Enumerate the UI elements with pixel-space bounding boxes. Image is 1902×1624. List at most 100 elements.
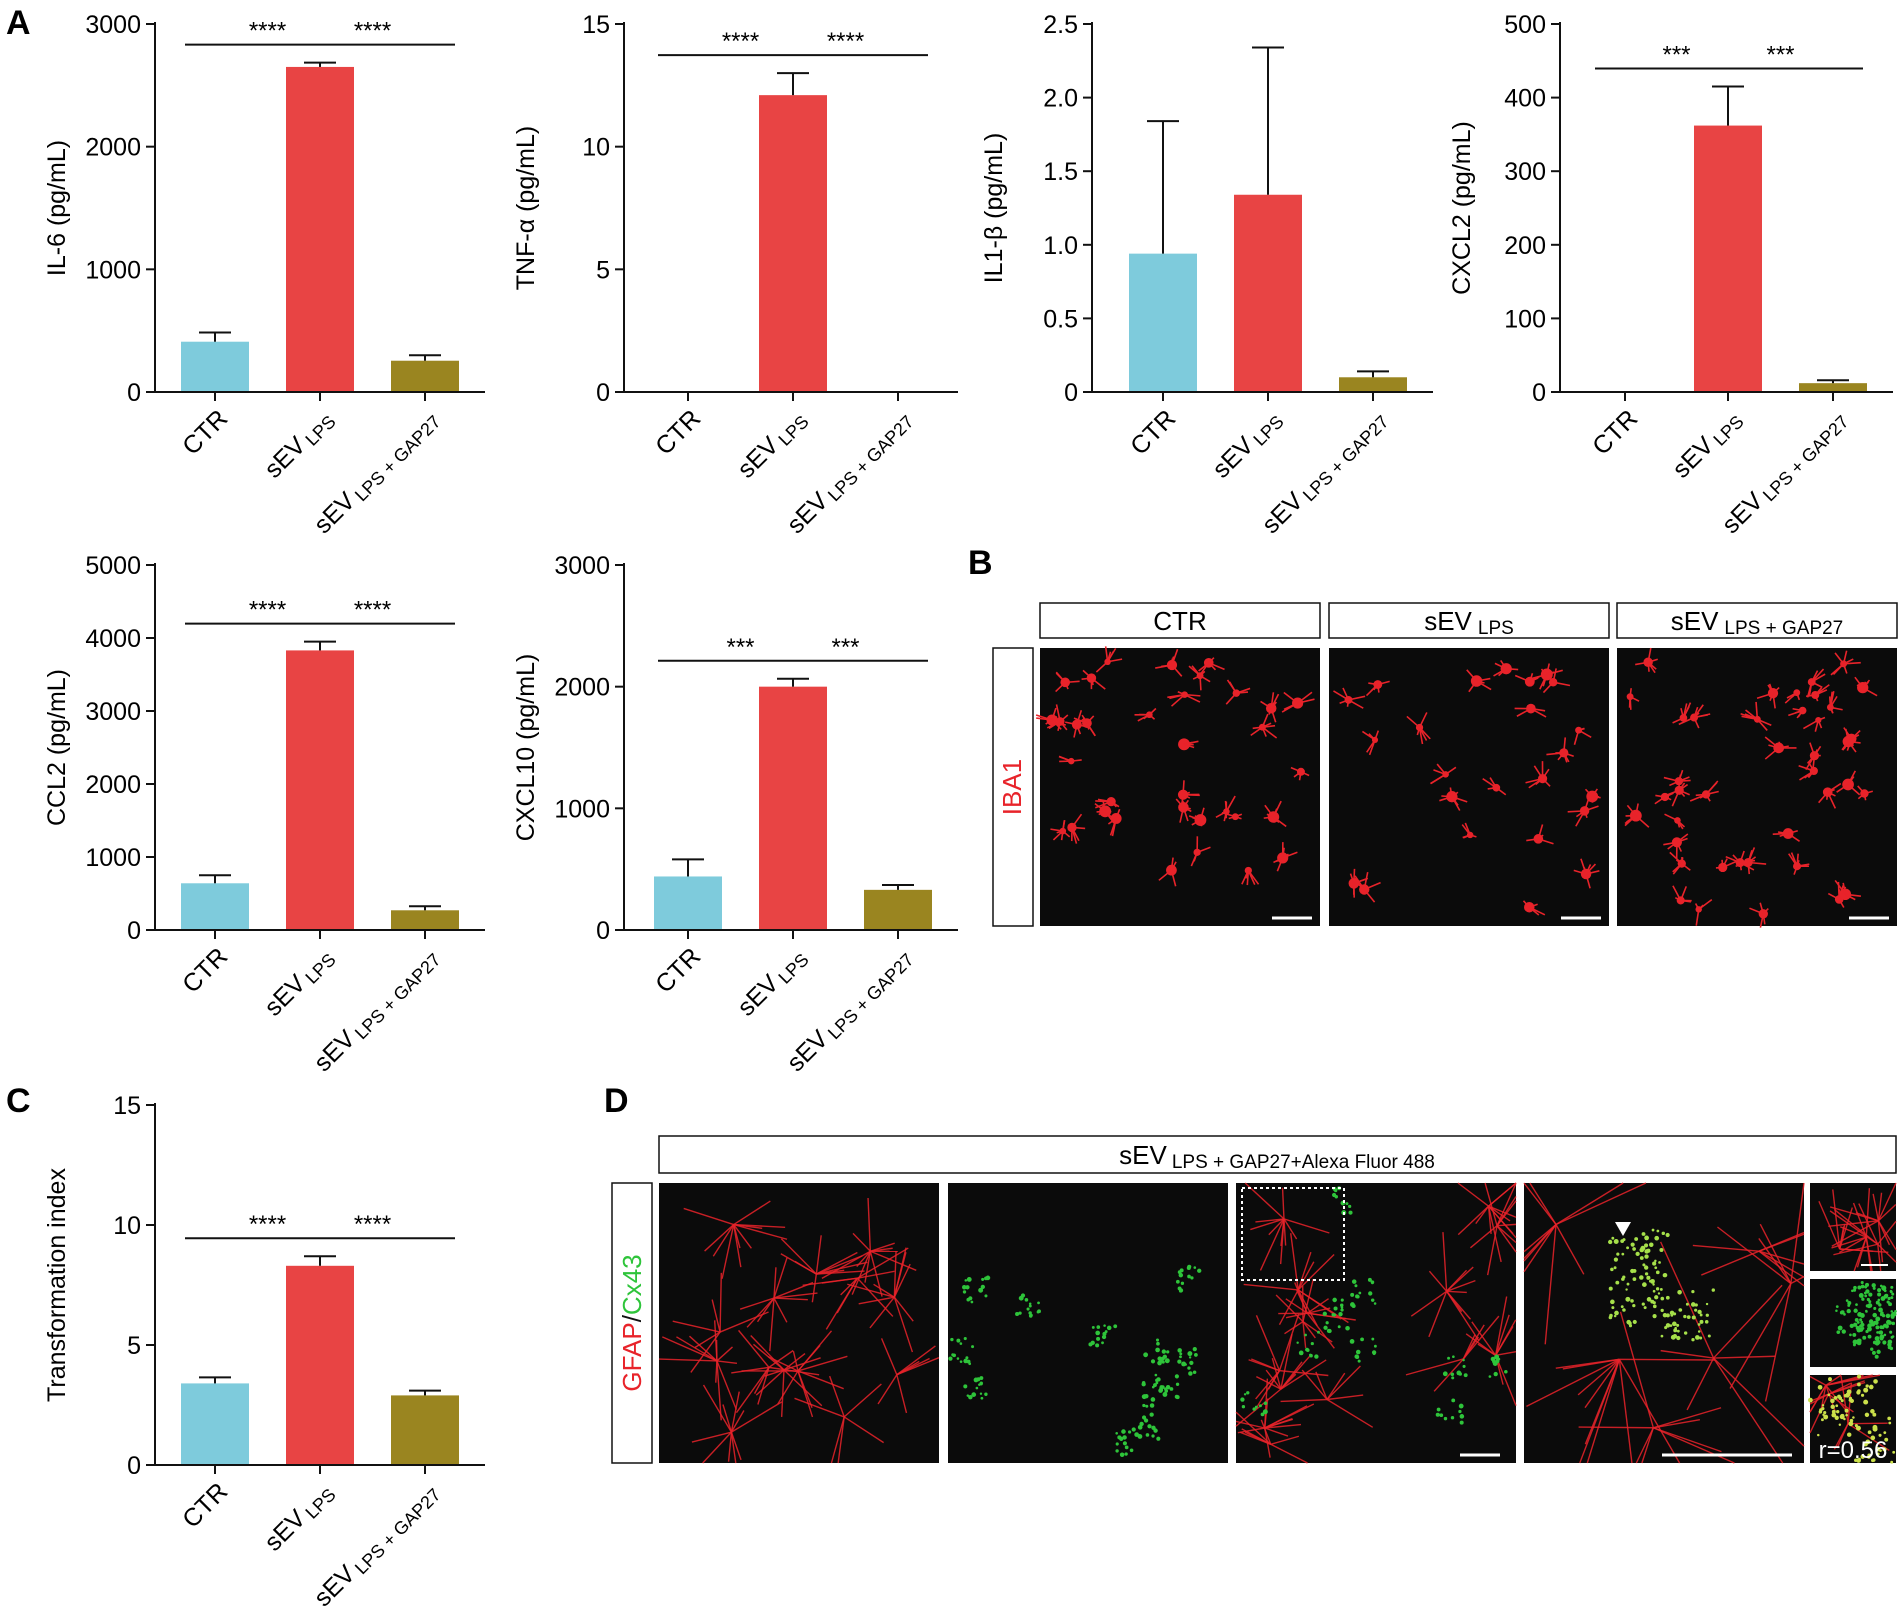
cx43-punctum	[1649, 1242, 1654, 1247]
cx43-punctum	[1311, 1342, 1314, 1345]
micrograph-zoom	[1524, 1183, 1804, 1463]
significance-label: ****	[354, 597, 391, 624]
cx43-punctum	[1105, 1330, 1108, 1333]
cx43-punctum	[1865, 1384, 1868, 1387]
cx43-punctum	[1890, 1461, 1893, 1464]
cx43-punctum	[1162, 1349, 1166, 1353]
cx43-punctum	[1460, 1414, 1465, 1419]
cx43-punctum	[1868, 1293, 1872, 1297]
cx43-punctum	[1611, 1237, 1614, 1240]
cx43-punctum	[1187, 1351, 1192, 1356]
y-axis-label: CXCL10 (pg/mL)	[512, 654, 540, 842]
bar	[181, 1383, 249, 1465]
x-tick-label: CTR	[650, 404, 706, 460]
cx43-punctum	[1122, 1435, 1127, 1440]
cx43-punctum	[1861, 1285, 1865, 1289]
cx43-punctum	[1625, 1288, 1627, 1290]
cx43-punctum	[1890, 1313, 1894, 1317]
cx43-punctum	[1452, 1355, 1455, 1358]
cx43-punctum	[1193, 1370, 1197, 1374]
cx43-punctum	[1889, 1331, 1892, 1334]
cx43-punctum	[1611, 1306, 1614, 1309]
cx43-punctum	[1857, 1389, 1861, 1393]
astrocyte-process	[1579, 1427, 1654, 1428]
cx43-punctum	[1197, 1269, 1201, 1273]
cx43-punctum	[1151, 1359, 1155, 1363]
x-tick-label-sub: LPS + GAP27	[351, 412, 445, 506]
cx43-punctum	[1138, 1434, 1143, 1439]
significance-label: ****	[354, 1211, 391, 1238]
cx43-punctum	[1610, 1268, 1614, 1272]
cx43-punctum	[1092, 1326, 1095, 1329]
x-tick-label-sub: LPS + GAP27	[1299, 412, 1393, 506]
cx43-punctum	[1088, 1342, 1092, 1346]
microglia-process	[1200, 676, 1201, 691]
cx43-punctum	[1147, 1424, 1151, 1428]
cx43-punctum	[1443, 1371, 1448, 1376]
cx43-punctum	[1661, 1335, 1664, 1338]
cx43-punctum	[1676, 1324, 1679, 1327]
cx43-punctum	[1240, 1397, 1244, 1401]
cx43-punctum	[1698, 1323, 1701, 1326]
cx43-punctum	[1096, 1337, 1100, 1341]
cx43-punctum	[1358, 1360, 1361, 1363]
cx43-punctum	[1872, 1313, 1877, 1318]
cx43-punctum	[963, 1359, 968, 1364]
cx43-punctum	[1179, 1355, 1182, 1358]
microglia-process	[1827, 792, 1828, 800]
cx43-punctum	[1354, 1284, 1357, 1287]
cx43-punctum	[950, 1338, 953, 1341]
cx43-punctum	[981, 1278, 984, 1281]
bar	[286, 67, 354, 392]
bar	[1234, 195, 1302, 392]
cx43-punctum	[1633, 1320, 1637, 1324]
cx43-punctum	[1866, 1304, 1869, 1307]
cx43-punctum	[1869, 1385, 1874, 1390]
cx43-punctum	[1194, 1353, 1198, 1357]
cx43-punctum	[1151, 1397, 1156, 1402]
x-tick-label: CTR	[1587, 404, 1643, 460]
cx43-punctum	[1890, 1296, 1893, 1299]
cx43-punctum	[1492, 1360, 1496, 1364]
cx43-punctum	[1876, 1326, 1879, 1329]
x-tick-label: sEVLPS	[259, 942, 340, 1023]
microglia-process	[1264, 817, 1274, 818]
cx43-punctum	[1822, 1404, 1824, 1406]
x-tick-label-sub: LPS + GAP27	[824, 950, 918, 1044]
cx43-punctum	[1161, 1357, 1165, 1361]
cx43-punctum	[1139, 1422, 1143, 1426]
cx43-punctum	[1622, 1308, 1626, 1312]
significance-label: ****	[354, 18, 391, 45]
y-tick-label: 200	[1504, 232, 1546, 260]
cx43-punctum	[1263, 1409, 1268, 1414]
cx43-punctum	[1870, 1409, 1875, 1414]
cx43-punctum	[1193, 1347, 1197, 1351]
micrograph-sev-lps	[1329, 648, 1609, 926]
x-tick-label-sub: LPS	[301, 412, 339, 450]
cx43-punctum	[1153, 1383, 1157, 1387]
cx43-punctum	[1679, 1308, 1682, 1311]
cx43-punctum	[1296, 1342, 1298, 1344]
cx43-punctum	[1822, 1414, 1824, 1416]
microglia-process	[1748, 862, 1749, 874]
cx43-punctum	[964, 1337, 967, 1340]
cx43-punctum	[1644, 1265, 1648, 1269]
y-tick-label: 10	[582, 134, 610, 162]
x-tick-label-sub: LPS + GAP27	[351, 950, 445, 1044]
cx43-punctum	[1464, 1373, 1468, 1377]
cx43-punctum	[971, 1301, 974, 1304]
cx43-punctum	[1865, 1310, 1868, 1313]
cx43-punctum	[1887, 1300, 1890, 1303]
cx43-punctum	[965, 1285, 969, 1289]
cx43-punctum	[1875, 1336, 1880, 1341]
cx43-punctum	[986, 1276, 991, 1281]
y-axis-label: IL1-β (pg/mL)	[980, 133, 1008, 284]
cx43-punctum	[1348, 1211, 1352, 1215]
cx43-punctum	[1340, 1308, 1343, 1311]
cx43-punctum	[1654, 1236, 1659, 1241]
cx43-punctum	[976, 1387, 979, 1390]
cx43-punctum	[1142, 1415, 1146, 1419]
cx43-punctum	[1817, 1434, 1819, 1436]
cx43-punctum	[1652, 1229, 1655, 1232]
